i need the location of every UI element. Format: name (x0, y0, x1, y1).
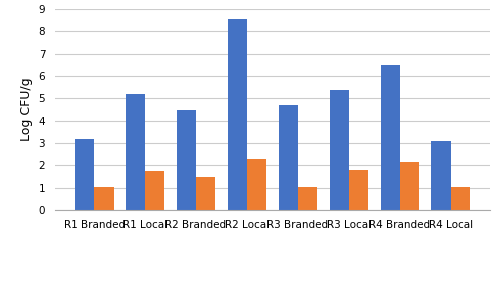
Bar (126, 94, 145, 210)
Bar (330, 91, 349, 210)
Bar (94, 187, 114, 210)
Bar (380, 65, 400, 210)
Bar (432, 141, 451, 210)
Bar (75, 139, 94, 210)
Bar (349, 170, 368, 210)
Bar (451, 187, 470, 210)
Bar (145, 171, 165, 210)
Y-axis label: Log CFU/g: Log CFU/g (20, 78, 33, 141)
Bar (196, 177, 216, 210)
Bar (298, 187, 318, 210)
Bar (400, 162, 419, 210)
Bar (247, 159, 266, 210)
Bar (228, 19, 247, 210)
Bar (278, 105, 298, 210)
Bar (176, 110, 196, 210)
